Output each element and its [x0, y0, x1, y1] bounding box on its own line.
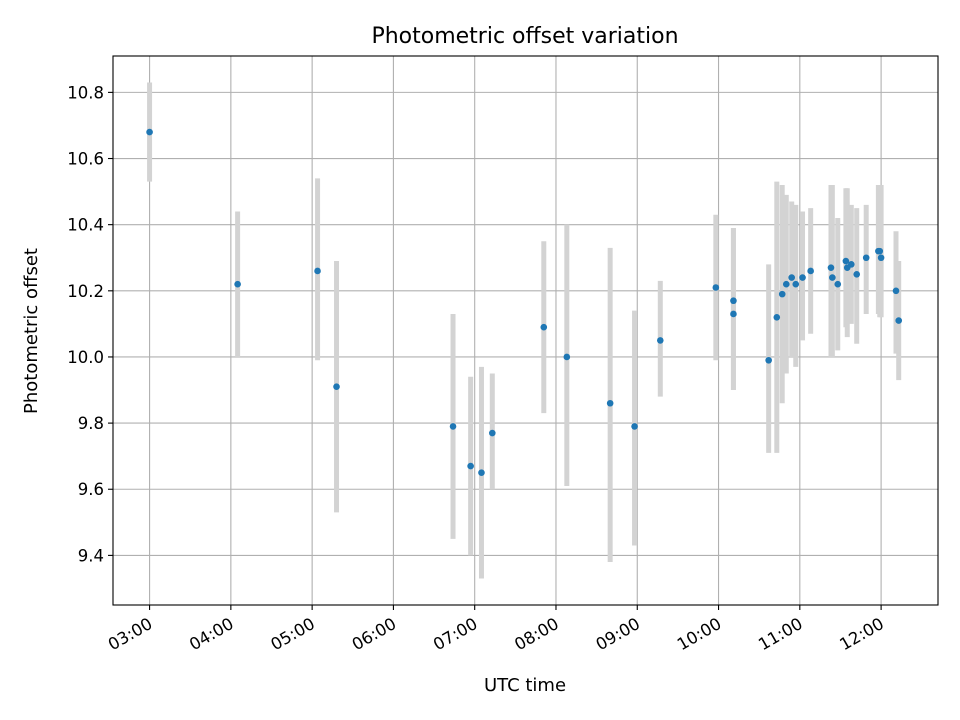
- data-point: [876, 247, 884, 255]
- y-tick-label: 10.6: [67, 150, 104, 169]
- y-tick-label: 10.2: [67, 282, 104, 301]
- error-bars: [147, 82, 902, 579]
- y-tick-label: 9.8: [78, 414, 104, 433]
- x-tick-label: 10:00: [674, 614, 725, 654]
- data-points: [146, 128, 903, 477]
- y-tick-label: 9.4: [78, 546, 104, 565]
- data-point: [146, 128, 153, 136]
- data-point: [489, 429, 496, 437]
- x-tick-label: 12:00: [836, 614, 887, 654]
- x-tick-label: 09:00: [593, 614, 644, 654]
- chart-title: Photometric offset variation: [371, 24, 678, 49]
- y-tick-label: 10.4: [67, 216, 104, 235]
- x-axis-label: UTC time: [484, 675, 566, 696]
- x-tick-label: 05:00: [267, 614, 318, 654]
- data-point: [449, 423, 457, 430]
- grid: [113, 56, 938, 605]
- data-point: [782, 280, 790, 288]
- data-point: [848, 261, 855, 268]
- data-point: [333, 383, 340, 391]
- data-point: [730, 310, 737, 318]
- data-point: [606, 399, 614, 407]
- x-tick-label: 06:00: [349, 614, 400, 654]
- data-point: [862, 254, 870, 262]
- data-point: [877, 254, 885, 262]
- data-point: [765, 356, 772, 364]
- data-point: [834, 280, 842, 288]
- data-point: [895, 317, 903, 324]
- y-axis-label: Photometric offset: [21, 248, 42, 414]
- x-tick-label: 03:00: [105, 614, 156, 654]
- data-point: [773, 313, 781, 321]
- data-point: [799, 274, 806, 281]
- data-point: [892, 287, 900, 295]
- data-point: [478, 469, 485, 477]
- data-point: [730, 297, 737, 305]
- y-tick-label: 10.0: [67, 348, 104, 367]
- x-tick-label: 04:00: [186, 614, 237, 654]
- data-point: [631, 423, 638, 430]
- data-point: [792, 280, 800, 288]
- data-point: [827, 264, 835, 271]
- data-point: [829, 274, 836, 281]
- data-point: [842, 257, 850, 265]
- data-point: [788, 274, 795, 281]
- data-point: [540, 323, 548, 331]
- plot-frame: [112, 55, 939, 606]
- data-point: [563, 353, 571, 361]
- y-tick-label: 9.6: [78, 480, 104, 499]
- data-point: [712, 284, 720, 291]
- x-tick-label: 11:00: [755, 614, 806, 654]
- data-point: [314, 267, 321, 275]
- data-point: [807, 267, 814, 275]
- data-point: [467, 462, 474, 470]
- data-point: [234, 280, 241, 288]
- data-point: [853, 270, 861, 278]
- axis-ticks: 03:00 04:00 05:00 06:00 07:00 08:00 09:00 10:00…: [67, 83, 887, 654]
- x-tick-label: 07:00: [430, 614, 481, 654]
- data-point: [778, 290, 786, 298]
- x-tick-label: 08:00: [511, 614, 562, 654]
- data-point: [656, 337, 664, 344]
- y-tick-label: 10.8: [67, 83, 104, 102]
